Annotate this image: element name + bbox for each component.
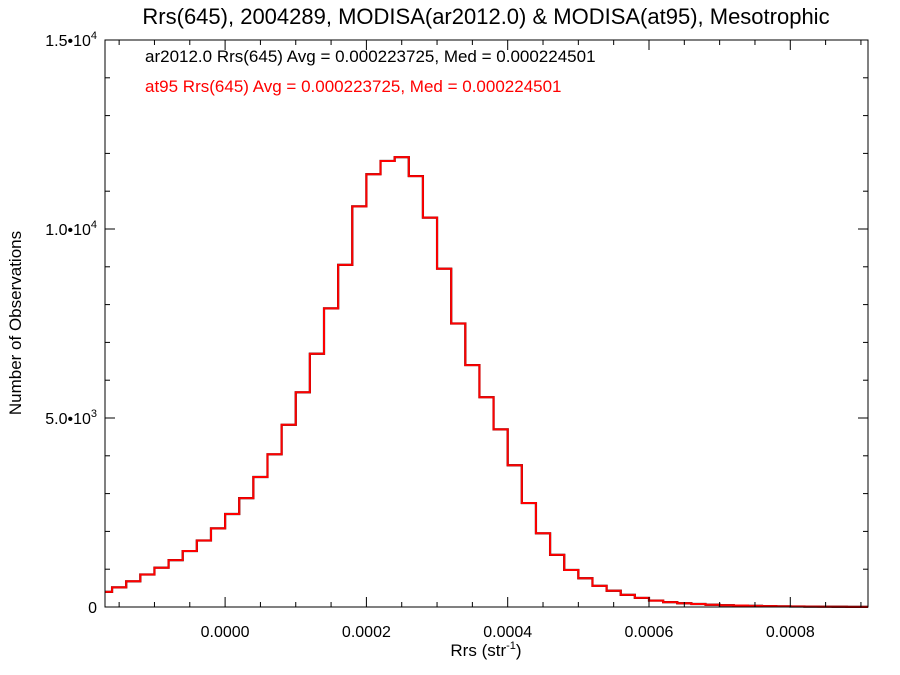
y-tick-label-base: 0 <box>88 600 97 617</box>
x-axis-label-main: Rrs (str <box>450 641 506 660</box>
series-layer <box>105 156 868 608</box>
y-tick-label: 5.0•103 <box>45 408 97 428</box>
x-tick-label: 0.0004 <box>483 624 532 641</box>
y-tick-label-base: 1.0•10 <box>45 222 91 239</box>
ticks-layer: 0.0000 0.0002 0.0004 0.0006 0.0008 0 5.0•103 1.… <box>45 30 868 641</box>
x-axis-label-end: ) <box>516 641 522 660</box>
x-axis-label: Rrs (str-1) <box>450 640 521 660</box>
annotation-ar2012: ar2012.0 Rrs(645) Avg = 0.000223725, Med… <box>145 47 596 66</box>
y-tick-label-base: 5.0•10 <box>45 411 91 428</box>
x-tick-label: 0.0000 <box>201 624 250 641</box>
y-tick-label-exponent: 4 <box>91 219 97 231</box>
x-tick-label: 0.0006 <box>625 624 674 641</box>
x-axis-label-sup: -1 <box>506 640 516 652</box>
x-tick-label: 0.0008 <box>766 624 815 641</box>
y-axis-label: Number of Observations <box>6 231 25 415</box>
histogram-series-at95 <box>105 156 868 608</box>
y-tick-label-base: 1.5•10 <box>45 33 91 50</box>
y-tick-label-exponent: 4 <box>91 30 97 42</box>
y-tick-label: 1.5•104 <box>45 30 97 50</box>
chart-title: Rrs(645), 2004289, MODISA(ar2012.0) & MO… <box>142 4 829 29</box>
y-tick-label: 1.0•104 <box>45 219 97 239</box>
y-tick-label-exponent: 3 <box>91 408 97 420</box>
annotation-at95: at95 Rrs(645) Avg = 0.000223725, Med = 0… <box>145 77 562 96</box>
plot-frame <box>104 39 869 608</box>
y-tick-label: 0 <box>88 600 97 617</box>
x-tick-label: 0.0002 <box>342 624 391 641</box>
